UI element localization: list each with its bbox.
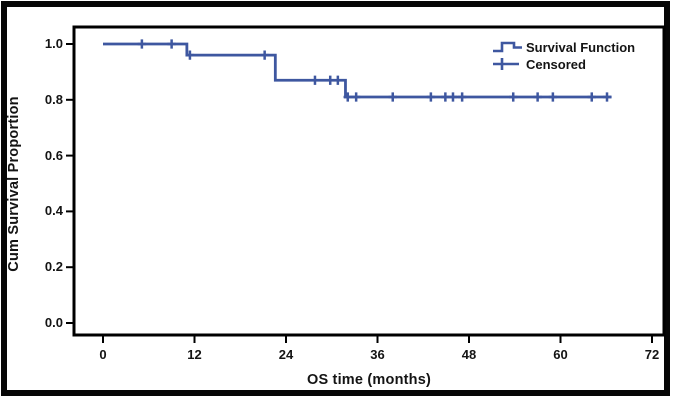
x-tick-label: 48 <box>461 347 477 362</box>
legend-row-survival-function: Survival Function <box>492 39 635 55</box>
y-tick-label: 1.0 <box>44 36 63 51</box>
y-tick-label: 0.4 <box>44 203 63 219</box>
y-tick-label: 0.2 <box>44 259 63 275</box>
survival-curve <box>103 42 612 99</box>
x-tick-label: 24 <box>278 347 294 362</box>
legend: Survival Function Censored <box>492 39 635 72</box>
x-tick-label: 72 <box>644 347 660 362</box>
plot-frame <box>72 25 666 337</box>
legend-label-censored: Censored <box>526 56 586 72</box>
legend-row-censored: Censored <box>492 56 635 72</box>
y-tick-label: 0.0 <box>44 315 63 330</box>
x-tick-label: 12 <box>187 347 202 362</box>
outer-border <box>1 1 670 396</box>
x-tick-label: 60 <box>553 347 568 362</box>
y-axis-title: Cum Survival Proportion <box>6 96 22 272</box>
x-tick-label: 0 <box>99 347 107 362</box>
y-tick-label: 0.6 <box>44 147 63 163</box>
legend-label-survival-function: Survival Function <box>526 39 636 55</box>
censored-plus-icon <box>493 58 519 70</box>
survival-function-step-line-icon <box>493 41 522 53</box>
x-axis-title: OS time (months) <box>306 372 432 388</box>
censored-marks <box>137 39 612 102</box>
x-tick-label: 36 <box>370 347 385 362</box>
y-tick-label: 0.8 <box>44 91 63 107</box>
